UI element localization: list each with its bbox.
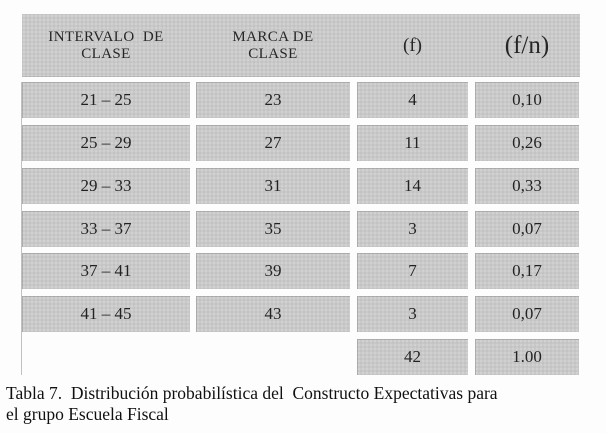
cell-relative-frequency: 0,33 bbox=[475, 168, 579, 204]
cell-relative-frequency: 0,07 bbox=[475, 211, 579, 247]
table-row: 33 – 37 35 3 0,07 bbox=[22, 211, 580, 247]
cell-class-mark: 43 bbox=[196, 296, 350, 332]
table-caption: Tabla 7. Distribución probabilística del… bbox=[6, 383, 498, 424]
table-left-border-line bbox=[21, 82, 22, 375]
cell-frequency: 3 bbox=[357, 296, 468, 332]
header-frequency: (f) bbox=[403, 34, 422, 56]
header-marca-de-clase: MARCA DE CLASE bbox=[232, 28, 314, 62]
cell-frequency: 14 bbox=[357, 168, 468, 204]
table-row: 37 – 41 39 7 0,17 bbox=[22, 253, 580, 289]
cell-class-mark: 27 bbox=[196, 125, 350, 161]
cell-class-mark: 39 bbox=[196, 253, 350, 289]
cell-relative-frequency: 0,26 bbox=[475, 125, 579, 161]
cell-relative-frequency: 0,10 bbox=[475, 82, 579, 118]
cell-total-frequency: 42 bbox=[357, 339, 468, 375]
cell-relative-frequency: 0,17 bbox=[475, 253, 579, 289]
cell-empty bbox=[196, 339, 350, 375]
cell-frequency: 11 bbox=[357, 125, 468, 161]
cell-interval: 25 – 29 bbox=[22, 125, 190, 161]
table-total-row: 42 1.00 bbox=[22, 339, 580, 375]
cell-class-mark: 23 bbox=[196, 82, 350, 118]
cell-interval: 29 – 33 bbox=[22, 168, 190, 204]
table-row: 41 – 45 43 3 0,07 bbox=[22, 296, 580, 332]
cell-relative-frequency: 0,07 bbox=[475, 296, 579, 332]
cell-class-mark: 35 bbox=[196, 211, 350, 247]
table-row: 25 – 29 27 11 0,26 bbox=[22, 125, 580, 161]
cell-class-mark: 31 bbox=[196, 168, 350, 204]
cell-empty bbox=[22, 339, 190, 375]
cell-total-relative-frequency: 1.00 bbox=[475, 339, 579, 375]
cell-interval: 21 – 25 bbox=[22, 82, 190, 118]
header-intervalo-de-clase: INTERVALO DE CLASE bbox=[48, 28, 164, 62]
header-relative-frequency: (f/n) bbox=[504, 31, 550, 59]
table-row: 29 – 33 31 14 0,33 bbox=[22, 168, 580, 204]
cell-frequency: 4 bbox=[357, 82, 468, 118]
cell-frequency: 3 bbox=[357, 211, 468, 247]
cell-interval: 37 – 41 bbox=[22, 253, 190, 289]
cell-frequency: 7 bbox=[357, 253, 468, 289]
cell-interval: 41 – 45 bbox=[22, 296, 190, 332]
table-row: 21 – 25 23 4 0,10 bbox=[22, 82, 580, 118]
cell-interval: 33 – 37 bbox=[22, 211, 190, 247]
table-header-row: INTERVALO DE CLASE MARCA DE CLASE (f) (f… bbox=[22, 14, 580, 77]
